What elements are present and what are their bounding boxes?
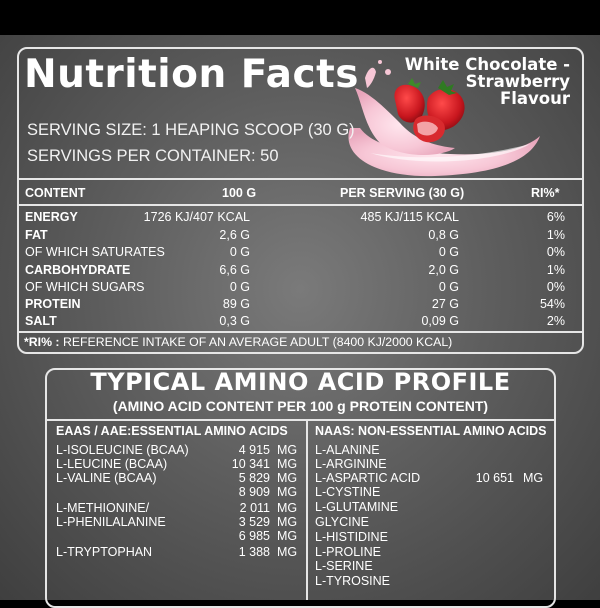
naa-name: L-HISTIDINE (315, 530, 388, 544)
nutrient-per-100g: 6,6 G (219, 263, 250, 277)
nutrition-row: ENERGY 1726 KJ/407 KCAL 485 KJ/115 KCAL … (25, 210, 570, 227)
divider (17, 331, 584, 333)
nutrient-per-serving: 2,0 G (428, 263, 459, 277)
eaa-value: 6 985 (238, 529, 270, 543)
column-divider (306, 420, 308, 600)
naa-name: L-TYROSINE (315, 574, 391, 588)
flavour-line: Strawberry (465, 72, 570, 91)
nutrient-name: OF WHICH SATURATES (25, 245, 165, 259)
nutrient-ri: 0% (546, 245, 565, 259)
eaa-value: 3 529 (238, 515, 270, 529)
nutrient-ri: 0% (546, 280, 565, 294)
label-background (0, 35, 600, 600)
eaa-unit: MG (277, 457, 298, 471)
divider (45, 419, 556, 421)
nutrient-per-serving: 0,09 G (421, 314, 459, 328)
naa-name: L-CYSTINE (315, 485, 381, 499)
eaa-name: L-ISOLEUCINE (BCAA) (56, 443, 189, 457)
nutrient-per-serving: 0,8 G (428, 228, 459, 242)
eaa-unit: MG (277, 545, 298, 559)
amino-profile-title: TYPICAL AMINO ACID PROFILE (90, 368, 511, 396)
eaa-unit: MG (277, 529, 298, 543)
strawberry-milk-splash-image (348, 60, 540, 177)
nutrient-ri: 1% (546, 228, 565, 242)
naa-value: 10 651 (475, 471, 514, 485)
nutrient-ri: 54% (539, 297, 565, 311)
naa-name: L-ASPARTIC ACID (315, 471, 421, 485)
naa-name: GLYCINE (315, 515, 369, 529)
nutrient-per-100g: 0,3 G (219, 314, 250, 328)
naa-name: L-ALANINE (315, 443, 380, 457)
nutrition-row: OF WHICH SATURATES 0 G 0 G 0% (25, 245, 570, 262)
nutrient-per-serving: 0 G (438, 280, 459, 294)
nutrition-row: FAT 2,6 G 0,8 G 1% (25, 228, 570, 245)
eaa-unit: MG (277, 485, 298, 499)
nutrient-per-100g: 0 G (229, 280, 250, 294)
naa-unit: MG (523, 471, 544, 485)
nutrition-facts-title: Nutrition Facts (24, 52, 359, 97)
ri-footnote: *RI% : REFERENCE INTAKE OF AN AVERAGE AD… (24, 335, 452, 349)
nutrient-name: FAT (25, 228, 48, 242)
flavour-label: White Chocolate - Strawberry Flavour (350, 56, 570, 107)
nutrient-per-100g: 2,6 G (219, 228, 250, 242)
header-per-serving: PER SERVING (30 G) (340, 186, 465, 200)
eaa-name: L-TRYPTOPHAN (56, 545, 153, 559)
nutrient-per-serving: 485 KJ/115 KCAL (360, 210, 459, 224)
ri-footnote-text: REFERENCE INTAKE OF AN AVERAGE ADULT (84… (59, 335, 453, 349)
eaa-value: 2 011 (239, 501, 270, 515)
eaa-unit: MG (277, 443, 298, 457)
eaa-name: L-VALINE (BCAA) (56, 471, 157, 485)
nutrient-per-serving: 0 G (438, 245, 459, 259)
flavour-line: Flavour (499, 89, 570, 108)
naa-name: L-ARGININE (315, 457, 387, 471)
nutrient-name: ENERGY (25, 210, 78, 224)
amino-profile-subtitle: (AMINO ACID CONTENT PER 100 g PROTEIN CO… (112, 398, 489, 414)
nutrient-ri: 2% (546, 314, 565, 328)
nutrient-name: SALT (25, 314, 57, 328)
divider (17, 204, 584, 206)
eaa-name: L-PHENILALANINE (56, 515, 166, 529)
eaa-name: L-METHIONINE/ (56, 501, 150, 515)
ri-footnote-key: *RI% : (24, 335, 60, 349)
servings-per-container: SERVINGS PER CONTAINER: 50 (27, 147, 279, 165)
naa-name: L-SERINE (315, 559, 373, 573)
eaas-header: EAAS / AAE:ESSENTIAL AMINO ACIDS (56, 424, 288, 438)
header-content: CONTENT (25, 186, 86, 200)
nutrition-row: CARBOHYDRATE 6,6 G 2,0 G 1% (25, 263, 570, 280)
nutrient-per-serving: 27 G (431, 297, 459, 311)
eaa-unit: MG (277, 501, 298, 515)
naa-name: L-PROLINE (315, 545, 381, 559)
nutrition-row: OF WHICH SUGARS 0 G 0 G 0% (25, 280, 570, 297)
header-per-100g: 100 G (222, 186, 257, 200)
eaa-value: 5 829 (238, 471, 270, 485)
serving-size: SERVING SIZE: 1 HEAPING SCOOP (30 G) (27, 121, 355, 139)
nutrient-name: CARBOHYDRATE (25, 263, 131, 277)
divider (17, 178, 584, 180)
nutrient-ri: 6% (546, 210, 565, 224)
nutrient-name: PROTEIN (25, 297, 81, 311)
nutrition-facts-panel (17, 47, 584, 354)
nutrient-per-100g: 89 G (222, 297, 250, 311)
header-ri: RI%* (531, 186, 560, 200)
eaa-value: 1 388 (238, 545, 270, 559)
nutrient-name: OF WHICH SUGARS (25, 280, 145, 294)
nutrition-row: PROTEIN 89 G 27 G 54% (25, 297, 570, 314)
eaa-value: 4 915 (238, 443, 270, 457)
naas-header: NAAS: NON-ESSENTIAL AMINO ACIDS (315, 424, 547, 438)
eaa-value: 10 341 (231, 457, 270, 471)
eaa-name: L-LEUCINE (BCAA) (56, 457, 168, 471)
naa-name: L-GLUTAMINE (315, 500, 399, 514)
eaa-value: 8 909 (238, 485, 270, 499)
flavour-line: White Chocolate - (404, 55, 570, 74)
eaa-unit: MG (277, 471, 298, 485)
nutrition-row: SALT 0,3 G 0,09 G 2% (25, 314, 570, 331)
eaa-unit: MG (277, 515, 298, 529)
nutrient-per-100g: 1726 KJ/407 KCAL (143, 210, 250, 224)
nutrient-per-100g: 0 G (229, 245, 250, 259)
nutrient-ri: 1% (546, 263, 565, 277)
